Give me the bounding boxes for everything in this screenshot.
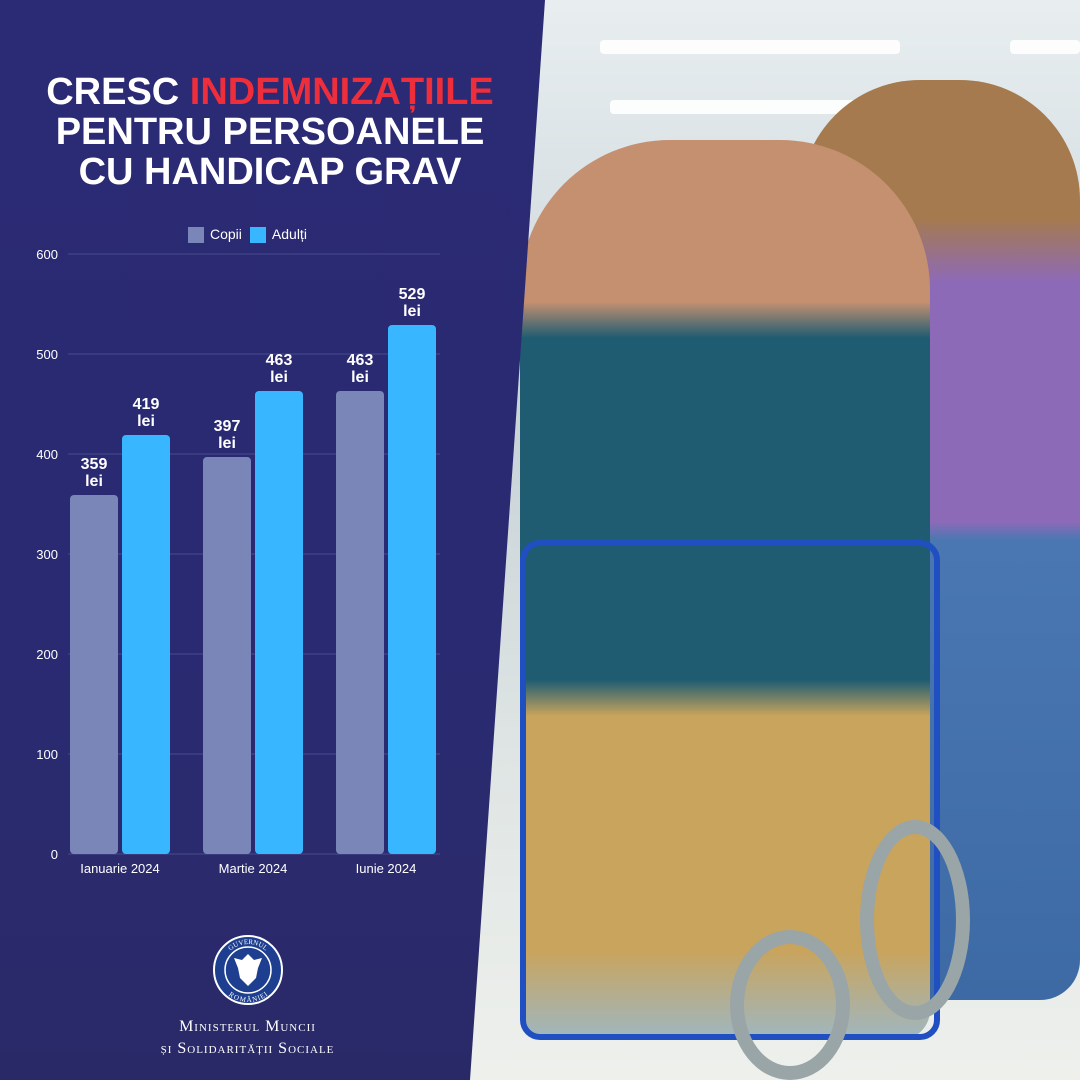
wheelchair [520,540,940,1040]
ministry-line-1: Ministerul Muncii [179,1018,316,1035]
legend-swatch [188,227,204,244]
y-tick-label: 300 [36,547,58,562]
legend-item-copii: Copii [188,226,242,244]
bar-copii [70,495,118,854]
data-label-value: 463 [347,352,374,369]
bar-adulți [255,391,303,854]
bar-chart: 0100200300400500600359lei419leiIanuarie … [36,247,440,876]
data-label-value: 529 [399,286,426,303]
y-tick-label: 100 [36,747,58,762]
y-tick-label: 500 [36,347,58,362]
x-tick-label: Martie 2024 [219,861,288,876]
title-line-2: PENTRU PERSOANELE [55,111,485,153]
data-label-value: 419 [133,396,160,413]
data-label-unit: lei [403,303,421,320]
wheel [860,820,970,1020]
title-highlight: INDEMNIZAȚIILE [189,71,494,113]
data-label-value: 397 [214,418,241,435]
legend-label: Adulți [271,226,307,242]
y-tick-label: 200 [36,647,58,662]
y-tick-label: 400 [36,447,58,462]
legend-item-adulti: Adulți [249,226,307,244]
data-label-value: 359 [81,456,108,473]
x-tick-label: Iunie 2024 [356,861,417,876]
title-text: CRESC [46,71,190,113]
data-label-unit: lei [85,473,103,490]
bar-adulți [388,325,436,854]
data-label-unit: lei [351,369,369,386]
legend-label: Copii [210,226,242,242]
title-line-3: CU HANDICAP GRAV [78,151,462,193]
y-tick-label: 600 [36,247,58,262]
data-label-unit: lei [270,369,288,386]
bar-copii [336,391,384,854]
data-label-unit: lei [218,435,236,452]
x-tick-label: Ianuarie 2024 [80,861,160,876]
data-label-value: 463 [266,352,293,369]
chart-legend: Copii Adulți [188,226,307,244]
data-label-unit: lei [137,413,155,430]
government-seal-logo: GUVERNUL ROMÂNIEI [213,935,283,1005]
page-title: CRESC INDEMNIZAȚIILE PENTRU PERSOANELE C… [0,72,540,192]
ministry-line-2: și Solidarității Sociale [160,1040,335,1057]
wheel [730,930,850,1080]
legend-swatch [249,227,266,244]
y-tick-label: 0 [51,847,58,862]
bar-copii [203,457,251,854]
bar-adulți [122,435,170,854]
ministry-name: Ministerul Muncii și Solidarității Socia… [0,1016,495,1060]
